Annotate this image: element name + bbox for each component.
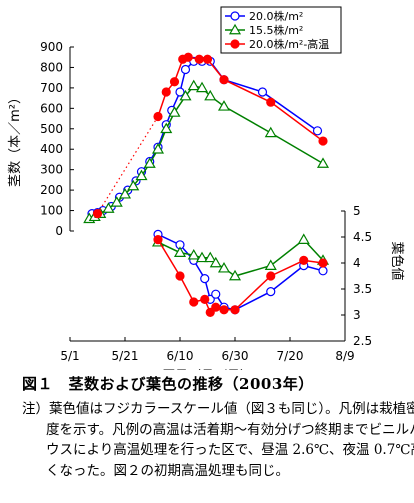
x-tick-label: 5/21 [112,349,139,363]
y-left-tick-label: 700 [40,81,63,95]
stem-line [157,56,324,142]
legend-marker [230,11,240,21]
x-tick-label: 6/10 [167,349,194,363]
y-left-tick-label: 100 [40,204,63,218]
y-left-tick-label: 200 [40,183,63,197]
stem-point [161,87,171,97]
x-tick-label: 8/9 [335,349,354,363]
legend-label: 15.5株/m² [249,23,303,37]
stem-point [102,202,115,213]
leaf-color-point [211,302,221,312]
stem-point [219,75,229,85]
legend-label: 20.0株/m²-高温 [249,37,329,51]
stem-point [168,106,181,117]
leaf-color-point [299,255,309,265]
leaf-color-point [318,258,328,268]
stem-point [312,126,323,136]
x-axis-title: 暦日（月／日） [162,369,253,370]
legend-marker [230,39,240,49]
stem-line [88,85,324,220]
stem-point [202,54,213,64]
stem-point [92,209,103,219]
stem-point [110,196,123,207]
stem-point [257,87,268,97]
y-right-tick-label: 4 [353,256,361,270]
stem-point [195,81,209,93]
stem-line-dotted [96,116,159,214]
stem-point [180,64,191,75]
stem-point [318,136,328,146]
stem-point [179,89,192,101]
stem-point [316,157,330,168]
leaf-color-point [200,294,210,304]
leaf-color-point [318,266,328,276]
stem-point [143,157,156,168]
y-axis-right-title: 葉色値 [389,241,405,280]
stem-point [194,54,204,64]
stem-point [153,111,163,122]
x-tick-label: 5/1 [60,349,79,363]
x-tick-label: 6/30 [222,349,249,363]
figure-caption-note: 注）葉色値はフジカラースケール値（図３も同じ）。凡例は栽植密度を示す。凡例の高温… [22,401,414,479]
leaf-color-point [264,259,277,270]
chart: 0 100 200 300 400 500 600 700 800 900 茎数（本／m²） 2.5 3… [8,6,405,370]
stem-point [135,169,148,181]
leaf-color-point [266,287,276,297]
stem-point [151,143,165,154]
leaf-color-point [217,261,231,273]
axes-layer: 0 100 200 300 400 500 600 700 800 900 茎数（本／m²） 2.5 3… [8,40,405,370]
legend-marker [228,23,242,35]
leaf-color-point [175,271,185,281]
series-1 [83,79,330,281]
x-tick-label: 7/20 [277,349,304,363]
y-left-tick-label: 400 [40,142,63,156]
stem-point [169,77,180,87]
leaf-color-point [228,269,242,281]
leaf-color-point [204,251,217,263]
leaf-color-point [173,246,187,257]
y-right-tick-label: 2.5 [353,334,372,348]
y-left-tick-label: 500 [40,122,63,136]
stem-point [266,97,276,107]
leaf-color-point [230,305,240,315]
leaf-color-point [209,256,222,268]
stem-point [264,126,277,138]
y-left-tick-label: 800 [40,60,63,74]
y-axis-left-title: 茎数（本／m²） [8,91,23,187]
stem-point [175,87,185,97]
figure-caption-title: 図１ 茎数および葉色の推移（2003年） [22,375,314,393]
y-right-tick-label: 3.5 [353,282,372,296]
leaf-color-point [187,248,200,260]
leaf-color-point [266,271,276,281]
leaf-color-point [195,251,209,263]
leaf-color-point [297,233,310,244]
stem-point [118,187,132,199]
stem-point [217,100,231,111]
leaf-color-point [219,305,229,315]
y-left-tick-label: 300 [40,163,63,177]
y-right-tick-label: 5 [353,204,361,218]
leaf-color-point [211,289,221,299]
stem-point [204,89,217,101]
stem-point [160,122,173,134]
leaf-color-point [189,297,199,307]
stem-point [183,52,193,62]
leaf-color-point [153,235,163,245]
y-right-tick-label: 4.5 [353,230,372,244]
legend-label: 20.0株/m² [249,9,303,23]
y-right-tick-label: 3 [353,308,361,322]
y-left-tick-label: 900 [40,40,63,54]
series-2 [92,52,328,317]
leaf-color-point [200,274,210,284]
leaf-color-point [205,307,215,317]
series-layer [83,52,330,317]
stem-point [127,179,140,191]
y-left-tick-label: 600 [40,101,63,115]
y-left-tick-label: 0 [55,224,63,238]
stem-point [187,79,200,91]
